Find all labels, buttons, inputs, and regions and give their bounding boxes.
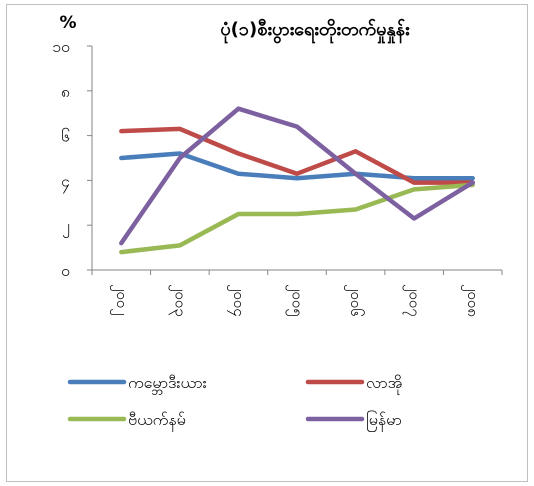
legend-label: ကမ္ဘောဒီးယား [128,373,207,395]
series-line-0 [119,151,475,181]
series-lines [119,106,475,255]
y-tick-label: ၈ [61,82,70,101]
x-tick-label: ၂၀၀၇ [403,284,424,317]
series-line-1 [119,126,475,185]
y-tick-label: ၂ [62,216,70,238]
series-line-3 [119,106,475,246]
y-axis-unit-label: % [59,13,76,33]
chart-title: ပုံ(၁)စီးပွားရေးတိုးတက်မှုနှုန်း [220,18,410,44]
x-tick-label: ၂၀၀၈ [461,284,482,317]
x-tick-label: ၂၀၀၅ [286,284,307,317]
legend-label: လာအို [366,373,402,395]
x-tick-label: ၂၀၀၂ [110,284,131,316]
x-tick-label: ၂၀၀၃ [168,284,189,317]
y-tick-label: ၁၀ [52,37,70,56]
legend-label: မြန်မာ [366,410,402,432]
y-tick-label: ၀ [61,261,70,280]
x-tick-label: ၂၀၀၄ [227,284,248,317]
x-tick-label: ၂၀၀၆ [344,284,365,317]
y-tick-label: ၄ [61,171,70,193]
legend: ကမ္ဘောဒီးယား လာအိုဗီယက်နမ် မြန်မာ [67,373,402,432]
y-tick-label: ၆ [61,127,70,146]
series-line-2 [119,182,475,255]
legend-label: ဗီယက်နမ် [128,410,186,432]
chart-frame [6,4,528,482]
